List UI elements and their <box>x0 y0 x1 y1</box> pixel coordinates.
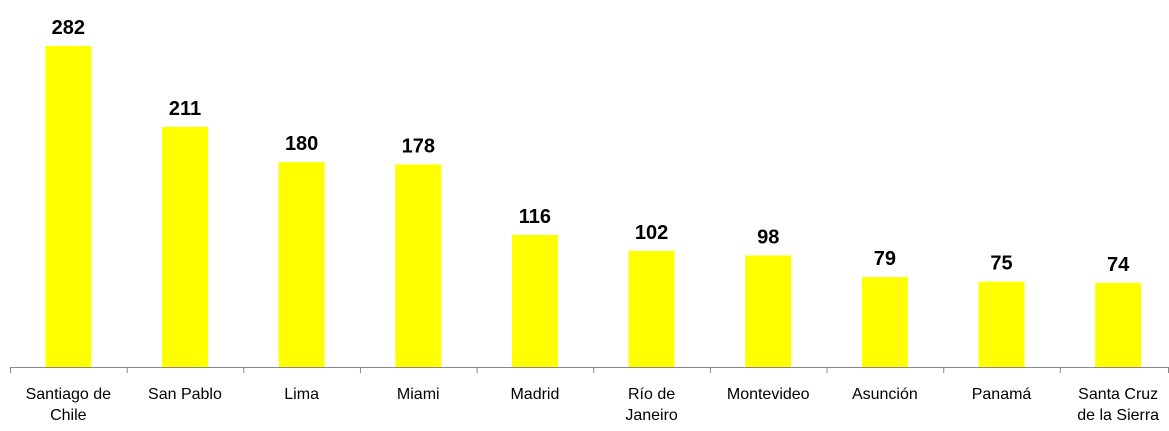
bar <box>278 162 325 367</box>
x-tick-label: Asunción <box>851 386 918 403</box>
value-label: 178 <box>402 135 435 157</box>
bar <box>511 234 558 367</box>
bar <box>978 281 1025 367</box>
bar <box>745 255 792 367</box>
value-label: 282 <box>52 17 85 39</box>
value-label: 180 <box>285 133 318 155</box>
x-tick-label: Montevideo <box>726 386 810 403</box>
x-tick-label: Río de Janeiro <box>625 386 678 424</box>
value-label: 102 <box>635 222 668 244</box>
x-tick-label: Santiago de Chile <box>25 386 112 424</box>
value-label: 74 <box>1107 254 1130 276</box>
x-tick-label: Santa Cruz de la Sierra <box>1077 386 1160 424</box>
bar <box>395 164 442 367</box>
bar <box>1095 282 1142 367</box>
x-tick-label: Madrid <box>510 386 560 403</box>
x-tick-label: Lima <box>284 386 319 403</box>
value-label: 98 <box>757 226 779 248</box>
bar <box>45 46 92 367</box>
value-label: 79 <box>874 248 896 270</box>
bar <box>861 277 908 367</box>
x-tick-label: Panamá <box>971 386 1032 403</box>
bar <box>161 126 208 367</box>
bar <box>628 250 675 367</box>
value-label: 75 <box>990 253 1012 275</box>
value-label: 116 <box>519 206 551 228</box>
x-tick-label: Miami <box>396 386 440 403</box>
value-label: 211 <box>169 98 201 120</box>
x-tick-label: San Pablo <box>148 386 222 403</box>
